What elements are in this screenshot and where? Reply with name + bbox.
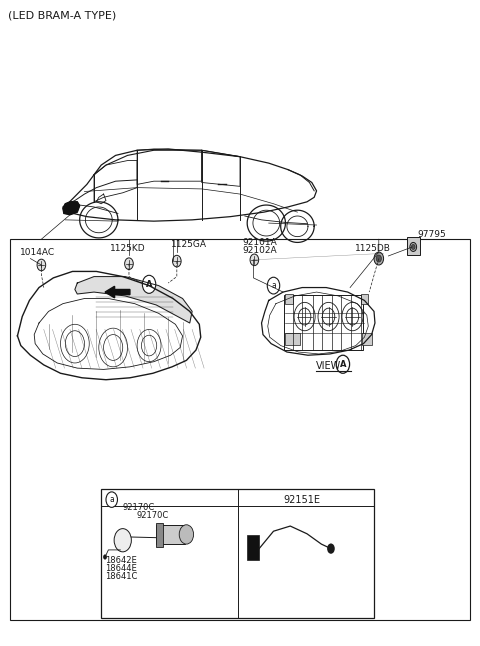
Text: 1125DB: 1125DB [355, 244, 391, 253]
Bar [360, 294, 368, 304]
Polygon shape [105, 286, 130, 298]
Text: a: a [109, 495, 114, 504]
Circle shape [267, 277, 280, 294]
Circle shape [106, 492, 118, 507]
Bar [284, 295, 363, 350]
Circle shape [103, 554, 107, 559]
Text: 97795: 97795 [417, 230, 446, 239]
Bar [362, 333, 372, 345]
Text: VIEW: VIEW [316, 361, 341, 371]
Text: 92170C: 92170C [123, 503, 155, 512]
Circle shape [179, 525, 193, 544]
Bar [156, 523, 163, 547]
Text: 1125GA: 1125GA [170, 240, 206, 249]
Text: 1125KD: 1125KD [110, 244, 145, 253]
Circle shape [172, 255, 181, 267]
Bar [407, 237, 420, 255]
Text: A: A [146, 280, 152, 289]
Bar [101, 489, 374, 618]
Bar [286, 333, 300, 345]
Text: A: A [340, 360, 346, 369]
Circle shape [37, 259, 46, 271]
Bar [156, 525, 185, 544]
Text: (LED BRAM-A TYPE): (LED BRAM-A TYPE) [8, 10, 116, 21]
Text: 18641C: 18641C [105, 572, 137, 581]
Circle shape [250, 254, 259, 266]
Circle shape [336, 355, 349, 373]
Text: 18644E: 18644E [105, 564, 137, 573]
Text: 92102A: 92102A [242, 245, 277, 255]
Circle shape [327, 543, 335, 554]
Circle shape [374, 252, 384, 265]
Bar [10, 239, 470, 620]
Circle shape [125, 258, 133, 269]
Circle shape [376, 255, 382, 262]
Text: 92151E: 92151E [284, 495, 321, 505]
Bar [286, 294, 293, 304]
Polygon shape [75, 276, 192, 323]
Polygon shape [63, 202, 80, 214]
Bar [247, 535, 259, 559]
Circle shape [114, 528, 132, 552]
Circle shape [410, 242, 417, 251]
Text: 1014AC: 1014AC [20, 247, 55, 256]
Circle shape [143, 275, 156, 293]
Circle shape [411, 244, 415, 249]
Text: 92101A: 92101A [242, 238, 277, 247]
Text: a: a [271, 281, 276, 290]
Text: 18642E: 18642E [105, 556, 137, 565]
Text: 92170C: 92170C [136, 510, 168, 519]
